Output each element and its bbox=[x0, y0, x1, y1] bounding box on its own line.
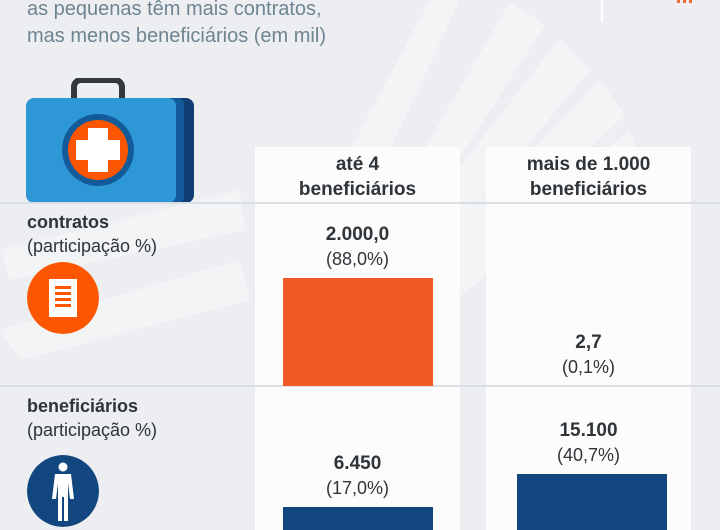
row-label-contracts: contratos (participação %) bbox=[27, 210, 157, 258]
header-divider bbox=[601, 0, 603, 22]
value-label: 2,7 bbox=[575, 331, 602, 353]
row-label-beneficiaries: beneficiários (participação %) bbox=[27, 394, 157, 442]
medical-kit-icon bbox=[26, 78, 194, 203]
bar-beneficiarios-0 bbox=[282, 506, 433, 530]
column-header-large: mais de 1.000 beneficiários bbox=[486, 152, 691, 202]
share-label: (17,0%) bbox=[325, 477, 390, 498]
column-panel-large bbox=[486, 147, 691, 530]
share-label: (0,1%) bbox=[561, 356, 615, 377]
row-subtitle: (participação %) bbox=[27, 420, 158, 440]
row-title: beneficiários bbox=[27, 396, 139, 416]
subtitle-line-1: as pequenas têm mais contratos, bbox=[27, 0, 322, 20]
bar-beneficiarios-1 bbox=[516, 474, 667, 530]
row-title: contratos bbox=[27, 212, 110, 232]
row-divider-middle bbox=[0, 385, 720, 387]
bar-contratos-0 bbox=[282, 278, 433, 386]
column-header-line-2: beneficiários bbox=[298, 179, 417, 200]
share-label: (40,7%) bbox=[556, 445, 621, 465]
chart-subtitle: as pequenas têm mais contratos, mas meno… bbox=[27, 0, 326, 50]
document-icon bbox=[27, 262, 99, 334]
value-label: 15.100 bbox=[559, 420, 618, 441]
logo-mark bbox=[677, 0, 693, 3]
row-divider-top bbox=[0, 202, 720, 204]
column-header-line-2: beneficiários bbox=[529, 179, 648, 200]
person-icon bbox=[27, 455, 99, 527]
column-header-line-1: mais de 1.000 bbox=[526, 154, 651, 175]
share-label: (88,0%) bbox=[325, 249, 390, 269]
subtitle-line-2: mas menos beneficiários (em mil) bbox=[27, 25, 326, 47]
data-label: 15.100 (40,7%) bbox=[486, 419, 691, 467]
row-subtitle: (participação %) bbox=[27, 236, 158, 256]
data-label: 6.450 (17,0%) bbox=[255, 452, 460, 500]
data-label: 2,7 (0,1%) bbox=[486, 331, 691, 379]
column-header-line-1: até 4 bbox=[335, 154, 380, 175]
column-header-small: até 4 beneficiários bbox=[255, 152, 460, 202]
value-label: 6.450 bbox=[333, 452, 382, 474]
data-label: 2.000,0 (88,0%) bbox=[255, 223, 460, 271]
value-label: 2.000,0 bbox=[325, 224, 390, 245]
